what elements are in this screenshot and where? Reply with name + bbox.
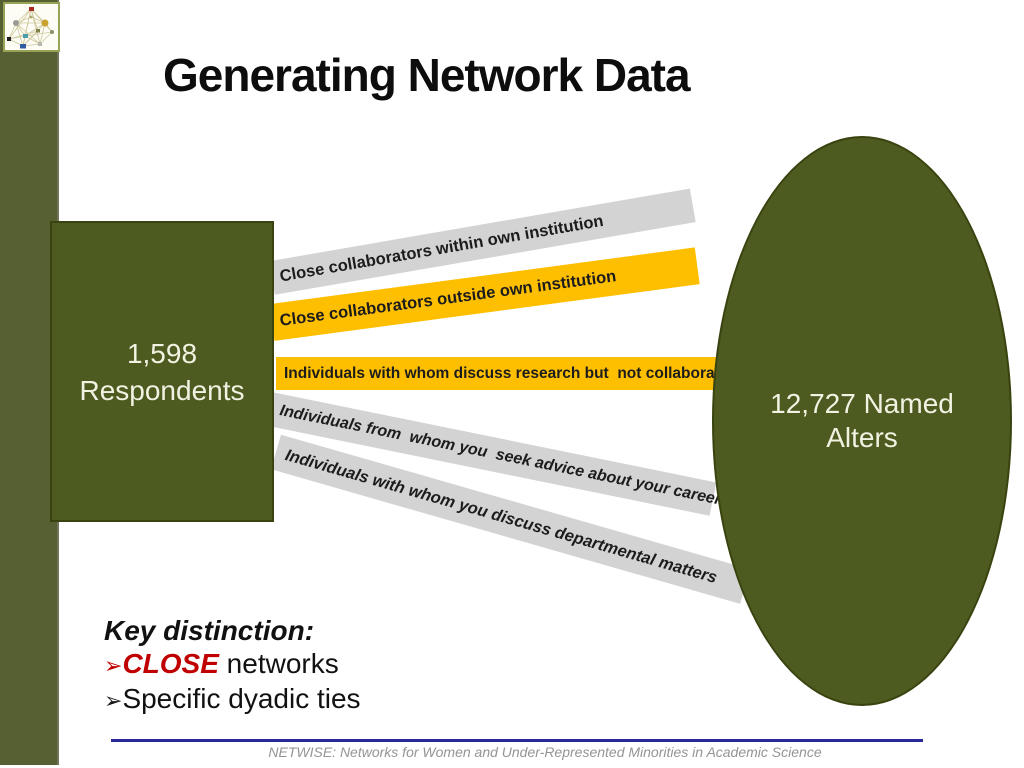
arrow-bullet-icon: ➢ (104, 688, 123, 713)
slide-title: Generating Network Data (163, 49, 691, 101)
respondents-word: Respondents (79, 374, 245, 406)
footer-divider-line (111, 739, 923, 742)
network-graph-icon (7, 7, 54, 49)
close-emphasis: CLOSE (122, 648, 219, 679)
ribbon-label: Individuals with whom discuss research b… (284, 364, 738, 382)
ribbon-discuss-research-not-collaborated: Individuals with whom discuss research b… (276, 357, 738, 390)
respondents-label: 1,598 Respondents (79, 335, 244, 409)
respondents-count: 1,598 (126, 337, 198, 369)
bullet-close-networks: ➢CLOSE networks (104, 647, 361, 682)
named-alters-ellipse: 12,727 Named Alters (712, 136, 1012, 706)
alters-label: 12,727 Named Alters (770, 387, 954, 455)
bullet-text: Specific dyadic ties (122, 683, 361, 714)
key-distinction-heading: Key distinction: (104, 615, 315, 646)
key-distinction-block: Key distinction: ➢CLOSE networks ➢Specif… (104, 614, 361, 717)
arrow-bullet-icon: ➢ (104, 653, 123, 678)
bullet-specific-dyadic-ties: ➢Specific dyadic ties (104, 682, 361, 717)
footer-caption: NETWISE: Networks for Women and Under-Re… (268, 744, 822, 760)
alters-word: Alters (826, 422, 898, 453)
bullet-text: networks (218, 648, 339, 679)
network-thumbnail-logo (3, 2, 60, 52)
alters-count: 12,727 Named (770, 388, 954, 419)
respondents-box: 1,598 Respondents (50, 221, 274, 522)
